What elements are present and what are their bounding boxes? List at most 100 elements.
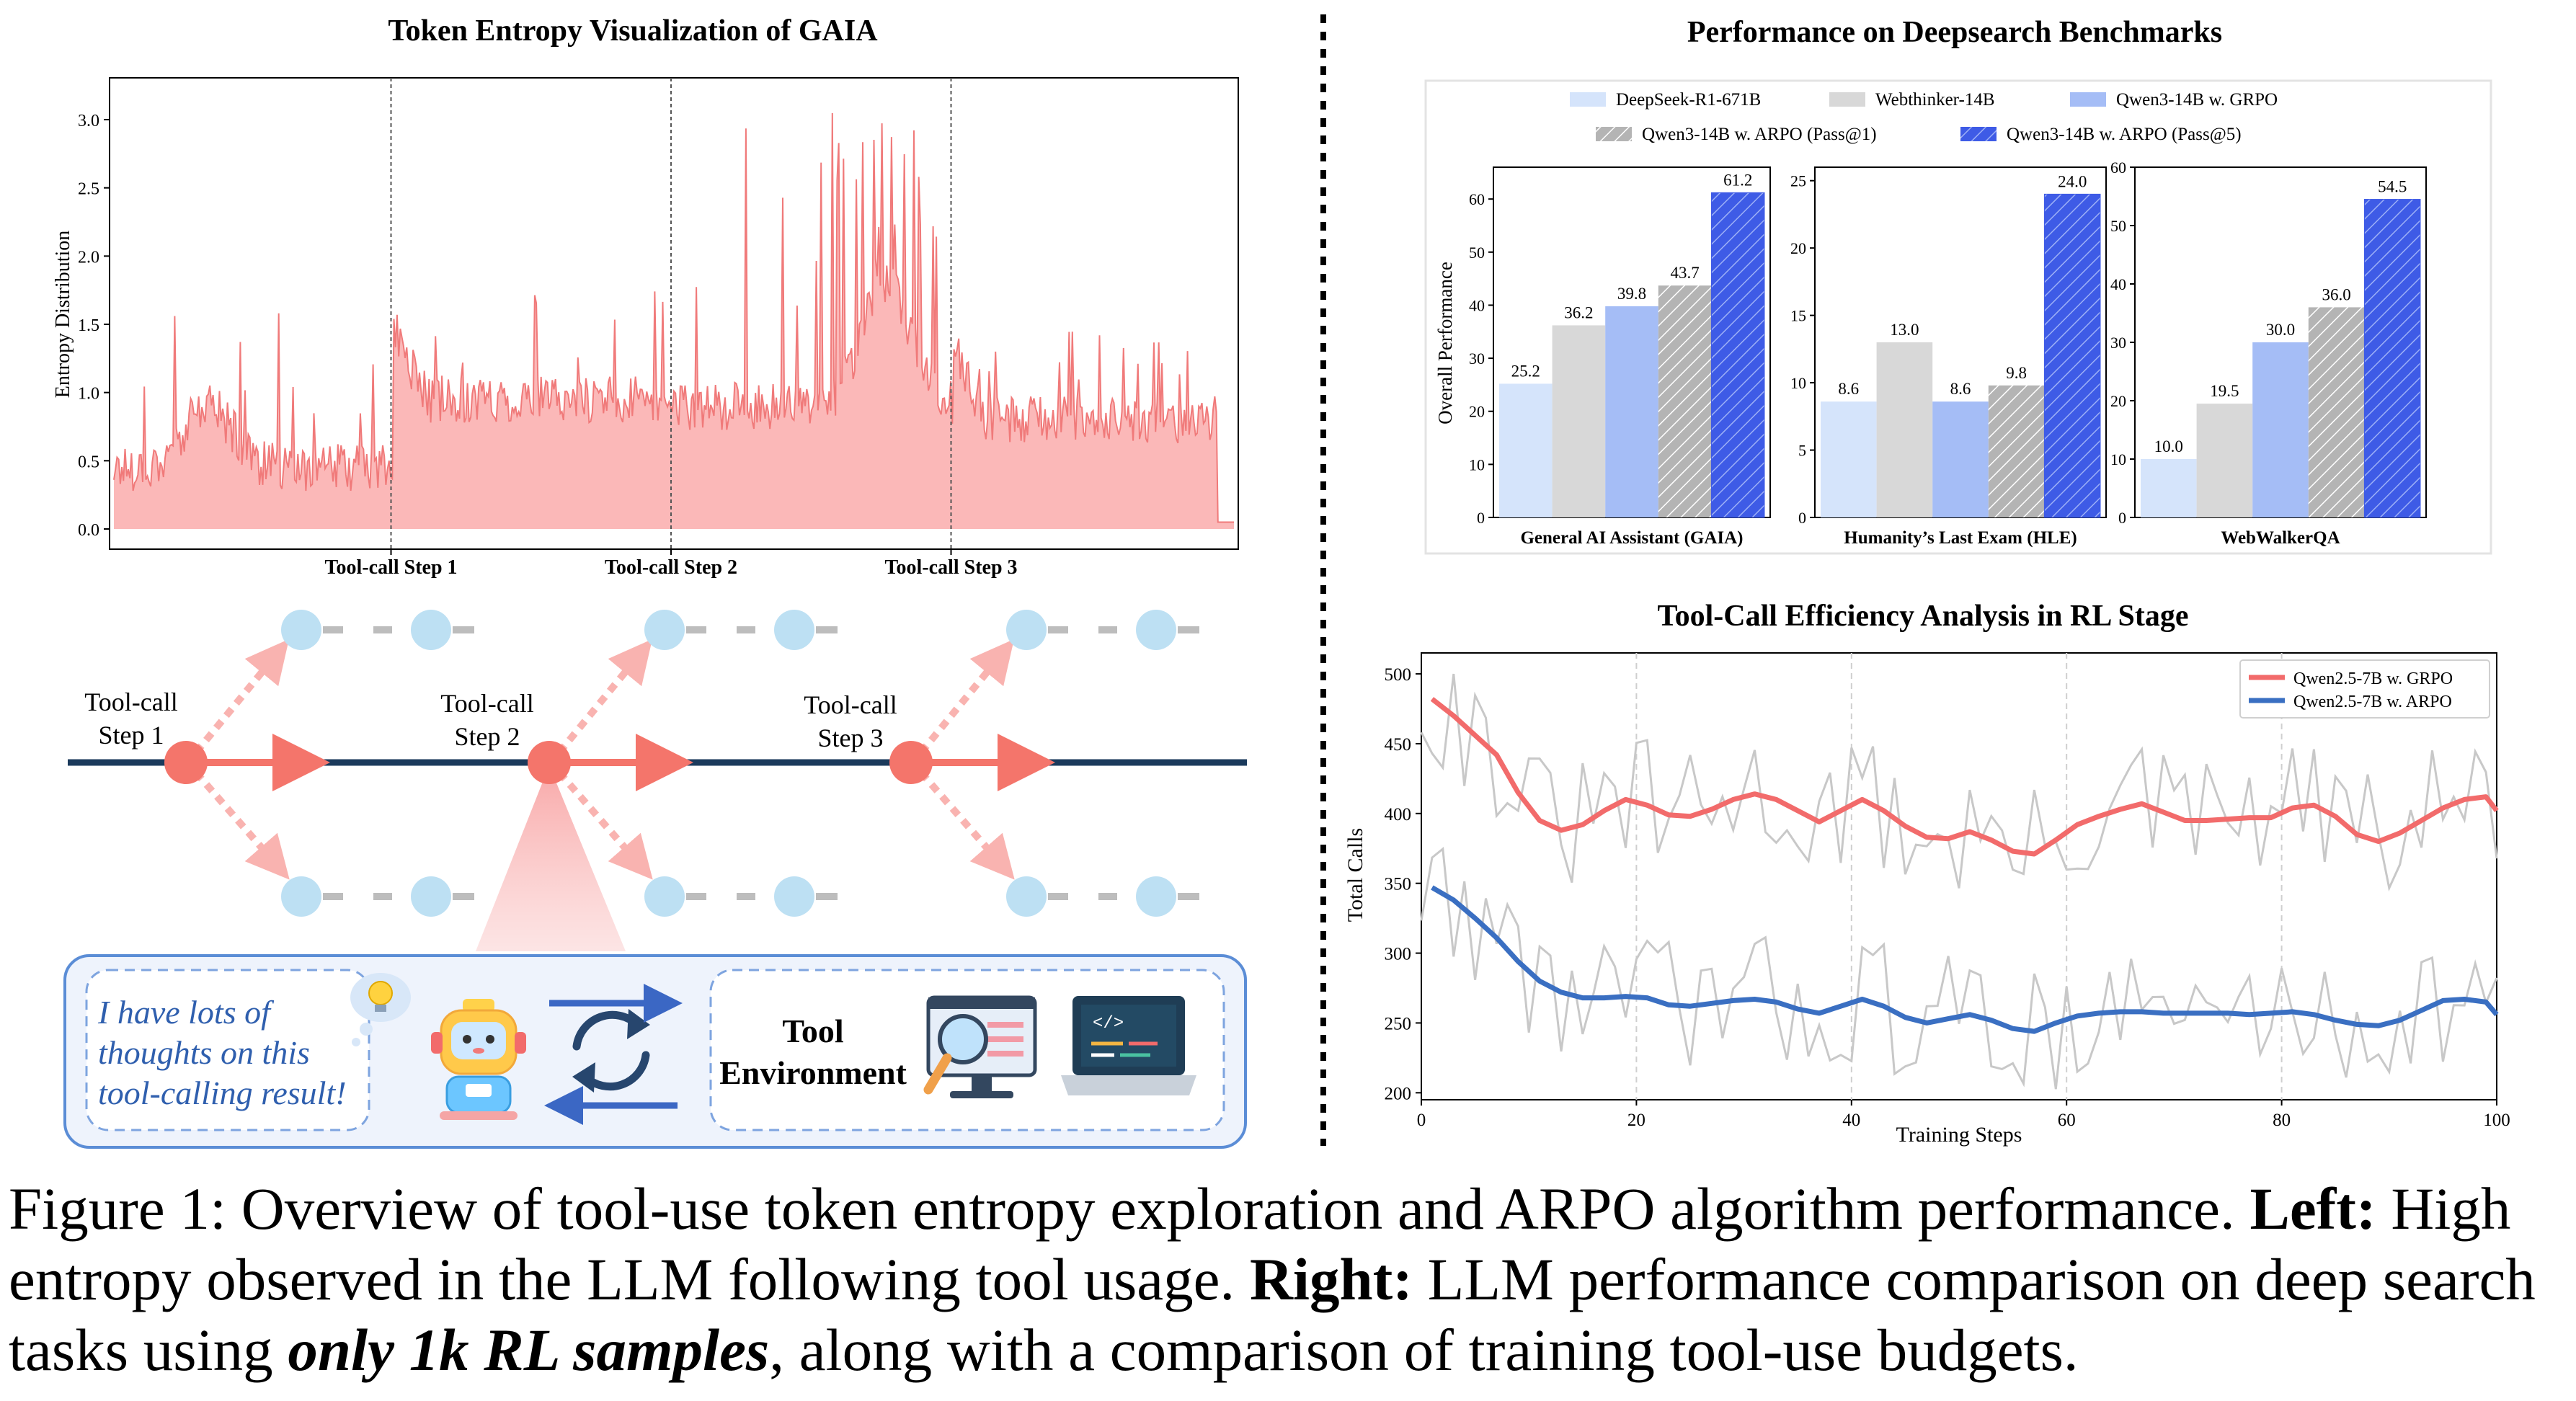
line-y-label: Total Calls (1343, 828, 1367, 922)
legend-label: Webthinker-14B (1875, 90, 1995, 110)
entropy-chart-title: Token Entropy Visualization of GAIA (388, 14, 878, 48)
tool-call-node (889, 741, 933, 784)
bar-value-label: 61.2 (1723, 171, 1752, 189)
line-x-tick-label: 40 (1842, 1111, 1860, 1130)
line-plot-frame (1421, 652, 2497, 1100)
rollout-leaf-node (411, 876, 451, 917)
bar-value-label: 43.7 (1670, 264, 1699, 282)
line-y-tick-label: 350 (1385, 875, 1412, 894)
entropy-y-tick-label: 3.0 (78, 112, 99, 130)
caption-prefix: Figure 1: Overview of tool-use token ent… (9, 1175, 2250, 1242)
lightbulb-icon (350, 973, 411, 1046)
bar-y-tick-label: 25 (1790, 172, 1806, 190)
line-y-tick-label: 300 (1385, 945, 1412, 964)
rollout-leaf-node (774, 876, 814, 917)
bar (2141, 459, 2197, 517)
bar-value-label: 39.8 (1617, 285, 1646, 303)
bar-panel: 0 5 10 15 20 25 8.6 13.0 8.6 9.8 24.0 Humanity’s La… (1790, 166, 2107, 548)
line-series (1430, 697, 2499, 1034)
figure-caption: Figure 1: Overview of tool-use token ent… (9, 1173, 2567, 1385)
line-legend-label: Qwen2.5-7B w. ARPO (2293, 693, 2452, 711)
rollout-leaf-node (644, 876, 685, 917)
rollout-leaf-node (1006, 610, 1047, 650)
deepsearch-bar-chart: Performance on Deepsearch Benchmarks Dee… (1424, 16, 2492, 555)
laptop-code-icon: </> (1061, 996, 1196, 1095)
bar-panel: 0 10 20 30 40 50 60 25.2 36.2 39.8 43.7 61.2 General… (1469, 166, 1771, 548)
bar-value-label: 30.0 (2266, 321, 2295, 339)
line-x-tick-label: 100 (2483, 1111, 2510, 1130)
entropy-y-tick-label: 1.5 (78, 316, 99, 335)
bar-value-label: 13.0 (1890, 321, 1919, 339)
bar (2308, 307, 2365, 517)
thought-line2: thoughts on this (98, 1034, 310, 1071)
entropy-y-ticks: 0.0 0.5 1.0 1.5 2.0 2.5 3.0 (78, 112, 110, 540)
env-label-line2: Environment (719, 1054, 907, 1091)
rollout-leaf-node (644, 610, 685, 650)
bar-y-tick-label: 40 (2110, 275, 2126, 293)
tree-step1-line1: Tool-call (84, 688, 177, 716)
tool-call-step-label: Tool-call Step 1 (324, 556, 457, 579)
bar (2363, 199, 2421, 518)
branch-arrow-down (918, 770, 1015, 880)
line-legend-box (2239, 659, 2490, 719)
bar (1552, 325, 1606, 517)
caption-left-text: High entropy observed in the LLM followi… (9, 1175, 2511, 1312)
legend-label: DeepSeek-R1-671B (1616, 90, 1761, 110)
bar-value-label: 9.8 (2006, 364, 2027, 382)
entropy-fill (114, 112, 1234, 529)
rollout-tree-diagram: Tool-call Step 1 Tool-call Step 2 Tool-c… (63, 610, 1247, 1149)
rollout-leaf-node (281, 876, 321, 917)
bar (1605, 306, 1658, 517)
tree-step3-line1: Tool-call (804, 690, 897, 719)
legend-swatch (1829, 92, 1865, 107)
tool-call-node (528, 741, 571, 784)
series-line (1430, 697, 2499, 857)
bar (1988, 385, 2045, 517)
line-y-tick-label: 200 (1385, 1084, 1412, 1103)
tool-call-node (164, 741, 208, 784)
bar-value-label: 24.0 (2058, 172, 2087, 190)
rollout-leaf-node (281, 610, 321, 650)
bar-panel-label: General AI Assistant (GAIA) (1520, 528, 1743, 548)
rollout-leaf-node (1136, 876, 1176, 917)
bar-value-label: 19.5 (2210, 382, 2239, 400)
line-x-label: Training Steps (1896, 1123, 2022, 1147)
legend-label: Qwen3-14B w. ARPO (Pass@5) (2007, 125, 2242, 144)
entropy-plot-frame (109, 77, 1239, 550)
bar (1932, 401, 1989, 517)
bar (2252, 342, 2309, 517)
line-chart-title: Tool-Call Efficiency Analysis in RL Stag… (1657, 600, 2188, 633)
bar-y-tick-label: 20 (2110, 392, 2126, 410)
bar-panel-label: WebWalkerQA (2221, 528, 2340, 548)
bar-value-label: 8.6 (1838, 380, 1859, 398)
rollout-leaf-node (774, 610, 814, 650)
legend-label: Qwen3-14B w. ARPO (Pass@1) (1642, 125, 1877, 144)
bar (1821, 401, 1877, 517)
bar (2196, 404, 2253, 517)
legend-swatch (1570, 92, 1606, 107)
entropy-y-label: Entropy Distribution (52, 231, 74, 399)
branch-arrow-up (556, 639, 653, 755)
caption-right-label: Right: (1249, 1246, 1413, 1312)
line-x-tick-label: 60 (2058, 1111, 2076, 1130)
bar-y-tick-label: 10 (1469, 455, 1485, 473)
tool-call-step-label: Tool-call Step 3 (884, 556, 1017, 579)
bar-y-tick-label: 30 (2110, 334, 2126, 352)
entropy-beam (476, 765, 626, 951)
bar-y-tick-label: 60 (2110, 159, 2126, 177)
robot-icon (431, 999, 526, 1120)
bar-y-tick-label: 0 (2118, 509, 2126, 527)
bar-chart-title: Performance on Deepsearch Benchmarks (1687, 16, 2222, 49)
line-raw-traces (1420, 673, 2498, 1090)
env-label-line1: Tool (782, 1013, 843, 1049)
caption-left-label: Left: (2249, 1175, 2376, 1242)
bar-legend: DeepSeek-R1-671B Webthinker-14B Qwen3-14B … (1570, 90, 2278, 144)
legend-swatch (1960, 127, 1997, 141)
line-x-tick-label: 20 (1627, 1111, 1645, 1130)
caption-right-text: LLM performance comparison on deep searc… (9, 1246, 2536, 1383)
bar-value-label: 25.2 (1511, 362, 1540, 380)
bar (2043, 193, 2101, 518)
caption-suffix: , along with a comparison of training to… (769, 1317, 2079, 1383)
tool-call-step-label: Tool-call Step 2 (605, 556, 737, 579)
bar-y-tick-label: 30 (1469, 350, 1485, 368)
